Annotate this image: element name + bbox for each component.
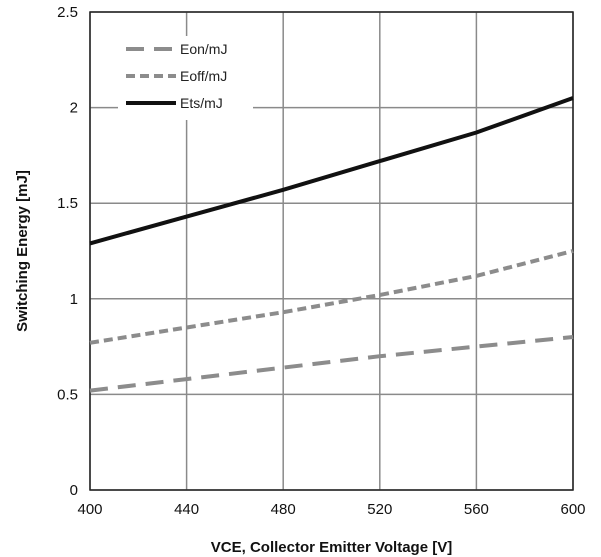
x-tick-labels: 400 440 480 520 560 600 bbox=[77, 501, 585, 518]
legend-label: Eoff/mJ bbox=[180, 68, 227, 84]
x-tick-label: 440 bbox=[174, 501, 199, 518]
series-line-ets-mj bbox=[89, 96, 574, 246]
x-tick-label: 480 bbox=[271, 501, 296, 518]
y-axis-label: Switching Energy [mJ] bbox=[14, 170, 31, 332]
x-tick-label: 600 bbox=[560, 501, 585, 518]
y-tick-label: 0.5 bbox=[57, 386, 78, 403]
legend-label: Eon/mJ bbox=[180, 41, 227, 57]
series-lines bbox=[89, 96, 574, 393]
y-tick-label: 2 bbox=[70, 100, 78, 117]
legend: Eon/mJ Eoff/mJ Ets/mJ bbox=[118, 36, 253, 120]
series-line-eoff-mj bbox=[89, 249, 574, 345]
y-tick-label: 0 bbox=[70, 482, 78, 499]
y-tick-labels: 0 0.5 1 1.5 2 2.5 bbox=[57, 4, 78, 499]
y-tick-label: 2.5 bbox=[57, 4, 78, 21]
x-tick-label: 520 bbox=[367, 501, 392, 518]
legend-label: Ets/mJ bbox=[180, 95, 223, 111]
x-tick-label: 560 bbox=[464, 501, 489, 518]
series-line-eon-mj bbox=[89, 335, 574, 393]
y-tick-label: 1 bbox=[70, 291, 78, 308]
y-tick-label: 1.5 bbox=[57, 195, 78, 212]
x-axis-label: VCE, Collector Emitter Voltage [V] bbox=[211, 539, 452, 556]
x-tick-label: 400 bbox=[77, 501, 102, 518]
